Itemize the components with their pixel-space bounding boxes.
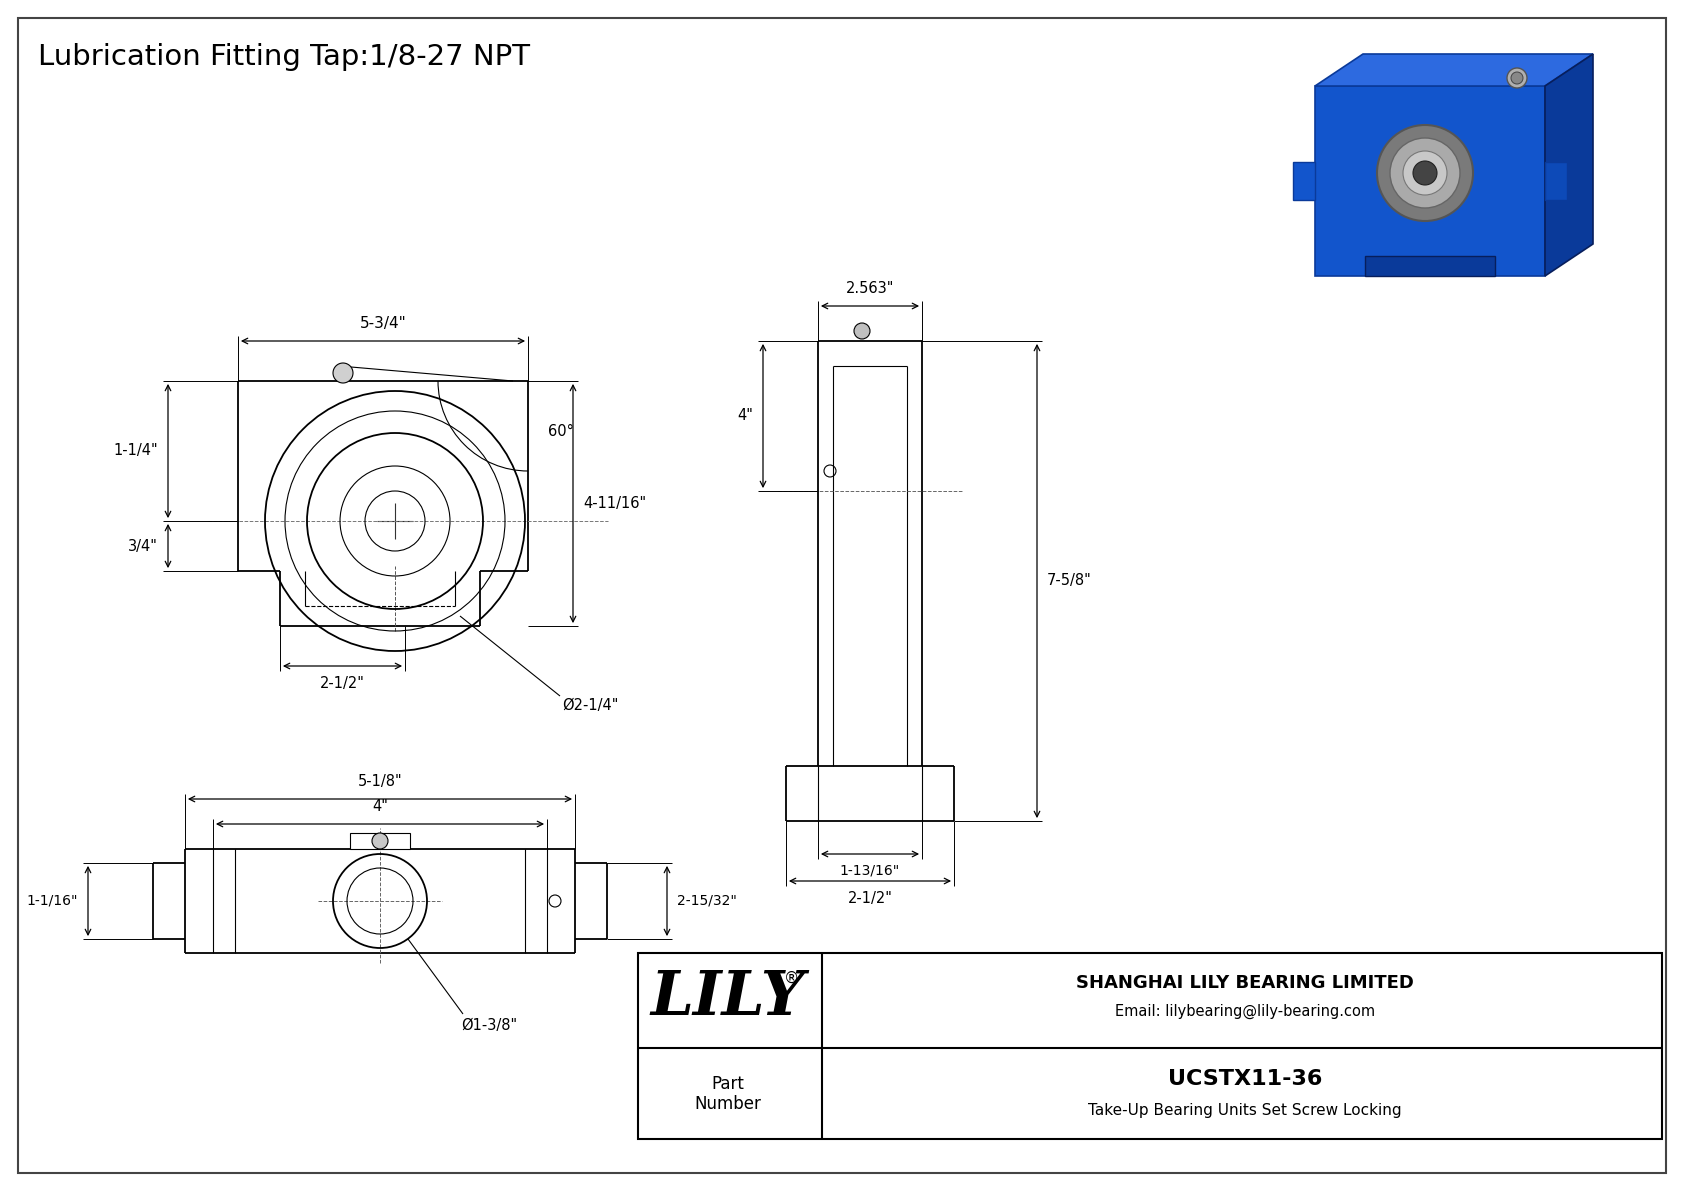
- Text: 5-3/4": 5-3/4": [360, 316, 406, 331]
- Circle shape: [1403, 151, 1447, 195]
- Circle shape: [1413, 161, 1436, 185]
- Text: 1-1/16": 1-1/16": [27, 894, 77, 908]
- Circle shape: [1378, 125, 1474, 222]
- Circle shape: [1511, 71, 1522, 85]
- Text: 2-1/2": 2-1/2": [847, 891, 893, 906]
- Text: 2-15/32": 2-15/32": [677, 894, 738, 908]
- Circle shape: [372, 833, 387, 849]
- Text: SHANGHAI LILY BEARING LIMITED: SHANGHAI LILY BEARING LIMITED: [1076, 974, 1415, 992]
- Polygon shape: [1544, 162, 1568, 200]
- Text: 1-1/4": 1-1/4": [113, 443, 158, 459]
- Text: ®: ®: [785, 971, 800, 986]
- Bar: [350, 833, 409, 849]
- Text: 5-1/8": 5-1/8": [357, 774, 402, 788]
- Text: 4": 4": [738, 409, 753, 424]
- Text: 4": 4": [372, 799, 387, 813]
- Text: Part
Number: Part Number: [694, 1074, 761, 1114]
- Circle shape: [854, 323, 871, 339]
- Text: Take-Up Bearing Units Set Screw Locking: Take-Up Bearing Units Set Screw Locking: [1088, 1104, 1401, 1118]
- Bar: [1366, 256, 1495, 276]
- Text: Ø1-3/8": Ø1-3/8": [461, 1018, 517, 1033]
- Text: UCSTX11-36: UCSTX11-36: [1167, 1070, 1322, 1089]
- Circle shape: [1507, 68, 1527, 88]
- Circle shape: [1389, 138, 1460, 208]
- Polygon shape: [1315, 54, 1593, 86]
- Polygon shape: [1293, 162, 1315, 200]
- Text: 2.563": 2.563": [845, 281, 894, 297]
- Text: 7-5/8": 7-5/8": [1047, 574, 1091, 588]
- Polygon shape: [1315, 86, 1544, 276]
- Text: 1-13/16": 1-13/16": [840, 863, 901, 878]
- Text: Ø2-1/4": Ø2-1/4": [562, 698, 618, 713]
- Circle shape: [333, 363, 354, 384]
- Text: 2-1/2": 2-1/2": [320, 676, 365, 691]
- Bar: [638, 953, 1662, 1139]
- Text: 60°: 60°: [547, 424, 574, 438]
- Text: Lubrication Fitting Tap:1/8-27 NPT: Lubrication Fitting Tap:1/8-27 NPT: [39, 43, 530, 71]
- Text: Email: lilybearing@lily-bearing.com: Email: lilybearing@lily-bearing.com: [1115, 1003, 1376, 1018]
- Text: 3/4": 3/4": [128, 538, 158, 554]
- Polygon shape: [1544, 54, 1593, 276]
- Text: LILY: LILY: [650, 968, 805, 1028]
- Text: 4-11/16": 4-11/16": [583, 495, 647, 511]
